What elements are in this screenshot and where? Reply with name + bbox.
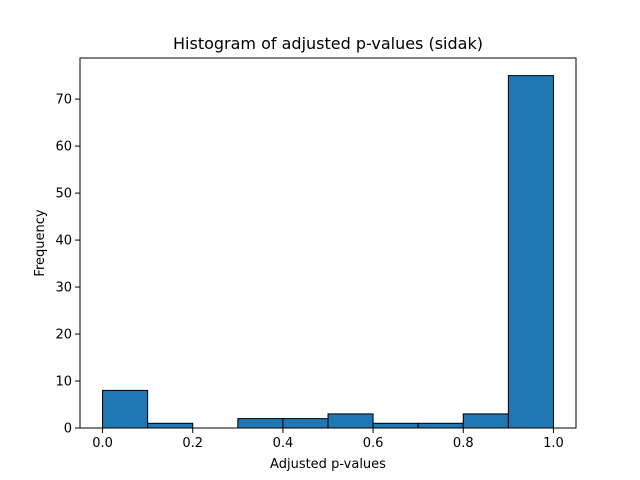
histogram-bar xyxy=(102,389,149,429)
y-tick-label: 40 xyxy=(55,234,72,249)
y-tick-label: 0 xyxy=(64,422,72,437)
x-tick-label: 0.6 xyxy=(363,436,384,451)
y-tick-label: 70 xyxy=(55,93,72,108)
y-tick-label: 30 xyxy=(55,281,72,296)
chart-title: Histogram of adjusted p-values (sidak) xyxy=(173,34,483,53)
histogram-bar xyxy=(372,422,419,429)
x-tick-label: 0.0 xyxy=(92,436,113,451)
y-tick-label: 20 xyxy=(55,328,72,343)
x-axis-ticks: 0.0 0.2 0.4 0.6 0.8 1.0 xyxy=(92,428,564,451)
histogram-bar xyxy=(417,422,464,429)
x-tick-label: 0.8 xyxy=(453,436,474,451)
x-tick-label: 0.4 xyxy=(273,436,294,451)
y-axis-ticks: 0 10 20 30 40 50 60 70 xyxy=(55,93,80,437)
x-axis-label: Adjusted p-values xyxy=(270,457,386,472)
y-tick-label: 60 xyxy=(55,140,72,155)
histogram-bar xyxy=(237,418,284,429)
histogram-bar xyxy=(507,75,554,429)
bars-group xyxy=(102,75,554,429)
x-tick-label: 0.2 xyxy=(182,436,203,451)
x-tick-label: 1.0 xyxy=(543,436,564,451)
plot-frame xyxy=(79,57,577,429)
y-tick-label: 50 xyxy=(55,187,72,202)
histogram-bar xyxy=(282,418,329,429)
y-tick-label: 10 xyxy=(55,375,72,390)
histogram-bar xyxy=(462,413,509,429)
histogram-bar xyxy=(327,413,374,429)
histogram-bar xyxy=(147,422,194,429)
y-axis-label: Frequency xyxy=(33,209,48,276)
